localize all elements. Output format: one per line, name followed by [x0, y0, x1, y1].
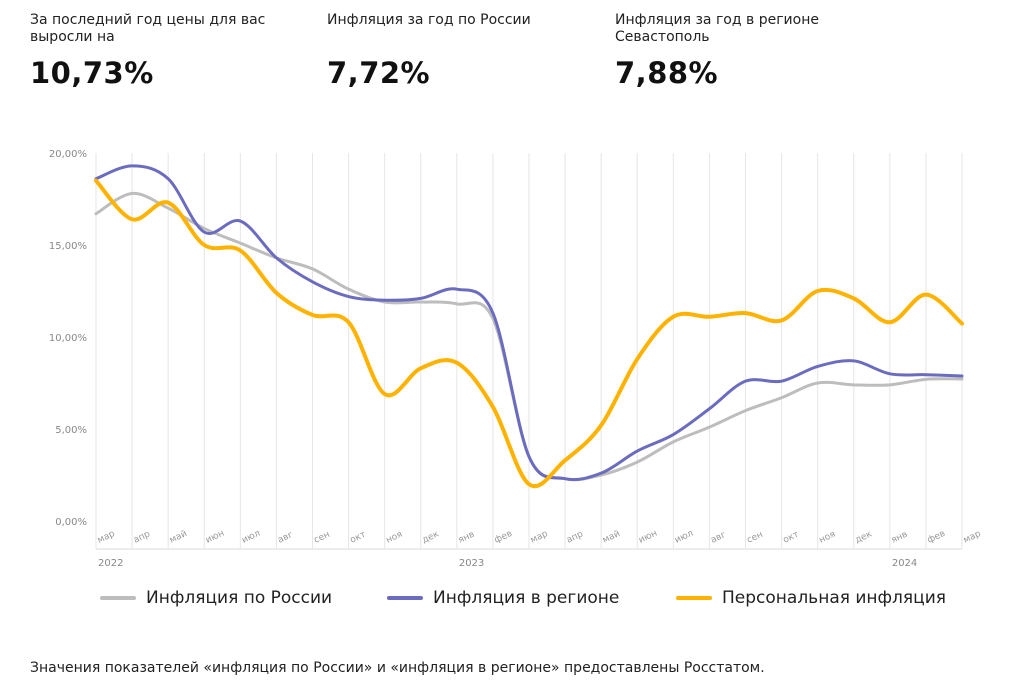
legend-personal: Персональная инфляция: [676, 588, 946, 608]
y-tick-label: 20,00%: [49, 149, 87, 160]
y-tick-label: 5,00%: [55, 425, 87, 436]
legend-swatch: [676, 596, 712, 600]
stat-value: 7,72%: [327, 56, 431, 90]
x-tick-label: сен: [746, 530, 765, 546]
footnote: Значения показателей «инфляция по России…: [30, 660, 765, 676]
y-tick-label: 15,00%: [49, 241, 87, 252]
legend-russia: Инфляция по России: [100, 588, 332, 608]
x-tick-label: фев: [926, 529, 947, 546]
x-tick-label: авг: [709, 530, 728, 546]
inflation-chart: мар апр май июн июл авг сен окт ноя дек янв фев мар а…: [49, 149, 983, 569]
x-tick-label: июл: [240, 529, 262, 546]
x-tick-label: авг: [276, 530, 295, 546]
legend-region: Инфляция в регионе: [387, 588, 619, 608]
x-tick-label: мар: [529, 529, 550, 546]
x-tick-label: апр: [132, 529, 152, 545]
stat-region: Инфляция за год в регионе Севастополь 7,…: [615, 12, 865, 90]
x-tick-label: окт: [782, 530, 801, 546]
x-tick-label: янв: [890, 530, 909, 546]
x-tick-label: июн: [637, 528, 659, 545]
legend-label: Инфляция по России: [146, 588, 333, 608]
year-label: 2022: [98, 558, 123, 569]
y-tick-label: 0,00%: [55, 517, 87, 528]
x-tick-label: фев: [493, 529, 514, 546]
x-tick-label: янв: [457, 530, 476, 546]
x-tick-label: май: [601, 529, 622, 546]
legend-swatch: [387, 596, 423, 600]
stat-russia: Инфляция за год по России 7,72%: [327, 12, 577, 90]
x-tick-label: дек: [421, 529, 441, 546]
series-line-personal: [94, 178, 964, 489]
series-line-region: [94, 164, 964, 482]
legend-label: Инфляция в регионе: [433, 588, 620, 608]
x-tick-label: май: [168, 529, 189, 546]
stat-personal: За последний год цены для вас выросли на…: [30, 12, 280, 90]
year-label: 2024: [892, 558, 917, 569]
x-tick-label: июл: [673, 529, 695, 546]
stat-label: Инфляция за год по России: [327, 12, 531, 28]
stat-value: 7,88%: [615, 56, 719, 90]
x-tick-label: апр: [565, 529, 585, 545]
x-tick-label: мар: [96, 529, 117, 546]
legend-label: Персональная инфляция: [722, 588, 946, 608]
stat-label: За последний год цены для вас выросли на: [30, 12, 266, 45]
legend-swatch: [100, 596, 136, 600]
x-tick-label: июн: [204, 528, 226, 545]
x-tick-label: дек: [854, 529, 874, 546]
stat-value: 10,73%: [30, 56, 154, 90]
year-label: 2023: [459, 558, 484, 569]
y-tick-label: 10,00%: [49, 333, 87, 344]
x-tick-label: сен: [313, 530, 332, 546]
x-tick-label: ноя: [818, 530, 837, 546]
x-tick-label: мар: [962, 529, 983, 546]
x-tick-label: окт: [349, 530, 368, 546]
x-tick-label: ноя: [385, 530, 404, 546]
stat-label: Инфляция за год в регионе Севастополь: [615, 12, 819, 45]
